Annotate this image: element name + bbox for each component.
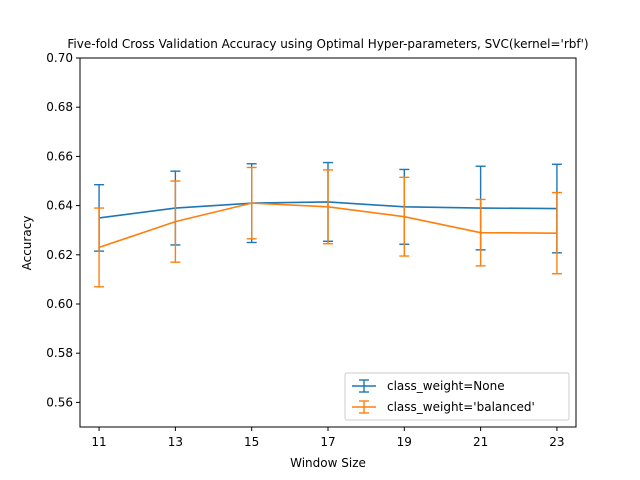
x-tick-label: 19 <box>397 435 412 449</box>
error-bar <box>94 207 105 288</box>
y-tick-label: 0.58 <box>46 346 73 360</box>
error-bar <box>246 166 257 240</box>
chart-title: Five-fold Cross Validation Accuracy usin… <box>67 37 588 51</box>
legend-label: class_weight='balanced' <box>387 400 535 414</box>
legend-label: class_weight=None <box>387 379 505 393</box>
x-axis: 11 13 15 17 19 21 23 <box>91 427 565 449</box>
plot-area <box>79 57 577 428</box>
y-tick-label: 0.64 <box>46 199 73 213</box>
error-bar <box>323 169 333 245</box>
y-tick-label: 0.60 <box>46 297 73 311</box>
y-tick-label: 0.68 <box>46 100 73 114</box>
error-bar <box>475 198 486 267</box>
error-bar <box>551 191 562 275</box>
error-bar <box>170 180 181 263</box>
y-tick-label: 0.56 <box>46 395 73 409</box>
x-tick-label: 15 <box>244 435 259 449</box>
legend-box <box>344 372 570 421</box>
legend-item: class_weight='balanced' <box>352 400 535 414</box>
x-tick-label: 13 <box>168 435 183 449</box>
x-tick-label: 23 <box>549 435 564 449</box>
legend: class_weight=None class_weight='balanced' <box>344 372 570 421</box>
error-bar <box>399 176 410 257</box>
x-tick-label: 11 <box>91 435 106 449</box>
x-axis-label: Window Size <box>290 456 366 470</box>
x-tick-label: 17 <box>320 435 335 449</box>
y-tick-label: 0.70 <box>46 51 73 65</box>
series-2 <box>94 166 562 288</box>
x-tick-label: 21 <box>473 435 488 449</box>
y-tick-label: 0.66 <box>46 149 73 163</box>
y-axis: 0.56 0.58 0.60 0.62 0.64 0.66 0.68 0.70 <box>46 51 80 409</box>
y-axis-label: Accuracy <box>20 216 34 271</box>
legend-item: class_weight=None <box>352 379 505 393</box>
y-tick-label: 0.62 <box>46 248 73 262</box>
